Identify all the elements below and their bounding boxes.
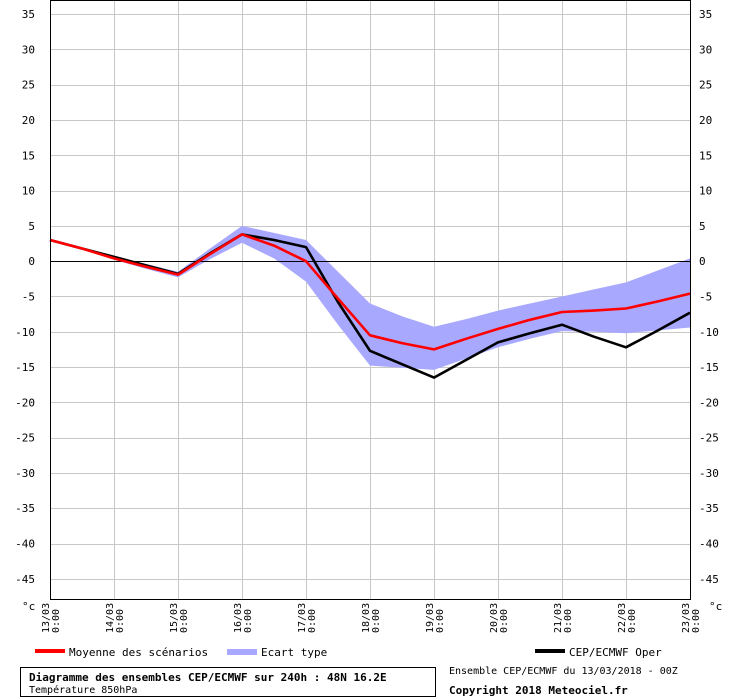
x-tick-time: 0:00 [307,609,318,633]
y-tick-label-right: 20 [699,114,712,127]
y-tick-label-left: -15 [15,361,35,374]
x-tick-label: 21/03 0:00 [553,603,574,633]
x-tick-time: 0:00 [51,609,62,633]
y-tick-label-left: -35 [15,502,35,515]
copyright: Copyright 2018 Meteociel.fr [449,684,628,697]
x-tick-time: 0:00 [115,609,126,633]
x-tick-date: 22/03 [617,603,628,633]
x-tick-date: 21/03 [553,603,564,633]
x-tick-label: 14/03 0:00 [105,603,126,633]
y-tick-label-left: 25 [22,79,35,92]
y-tick-label-left: -30 [15,467,35,480]
x-tick-label: 23/03 0:00 [681,603,702,633]
y-tick-label-left: -25 [15,432,35,445]
x-tick-label: 15/03 0:00 [169,603,190,633]
title-box: Diagramme des ensembles CEP/ECMWF sur 24… [20,667,436,697]
x-tick-label: 13/03 0:00 [41,603,62,633]
chart-subtitle: Température 850hPa [29,685,138,696]
x-tick-time: 0:00 [627,609,638,633]
x-tick-date: 19/03 [425,603,436,633]
legend-label: Ecart type [261,646,327,659]
legend-swatch-line [35,649,65,653]
y-tick-label-left: -40 [15,538,35,551]
y-tick-label-left: -45 [15,573,35,586]
plot-frame [50,0,691,600]
unit-label-right: °c [709,600,722,613]
y-tick-label-right: -40 [699,538,719,551]
y-tick-label-left: -5 [22,290,35,303]
y-tick-label-right: -25 [699,432,719,445]
y-tick-label-right: -30 [699,467,719,480]
y-tick-label-right: -35 [699,502,719,515]
x-tick-time: 0:00 [563,609,574,633]
series-layer [49,233,691,379]
y-tick-label-left: 5 [28,220,35,233]
y-tick-label-left: 20 [22,114,35,127]
y-tick-label-right: 0 [699,255,706,268]
legend-swatch-band [227,649,257,655]
y-tick-label-left: -10 [15,326,35,339]
x-tick-label: 19/03 0:00 [425,603,446,633]
x-tick-date: 15/03 [169,603,180,633]
y-tick-label-right: -20 [699,396,719,409]
y-tick-label-left: 35 [22,8,35,21]
x-tick-label: 18/03 0:00 [361,603,382,633]
y-tick-label-right: 10 [699,185,712,198]
x-tick-date: 23/03 [681,603,692,633]
y-tick-label-right: 35 [699,8,712,21]
y-axis-right: 35 30 25 20 15 10 5 0 -5 -10 -15 -20 -25 -30 -35 -40 -45 [699,8,719,586]
x-tick-date: 16/03 [233,603,244,633]
run-info: Ensemble CEP/ECMWF du 13/03/2018 - 00Z [449,666,678,677]
x-tick-date: 14/03 [105,603,116,633]
legend-label: Moyenne des scénarios [69,646,208,659]
y-axis-left: 35 30 25 20 15 10 5 0 -5 -10 -15 -20 -25 -30 -35 -40 -45 [15,8,35,586]
x-tick-label: 22/03 0:00 [617,603,638,633]
y-tick-label-right: 25 [699,79,712,92]
unit-label-left: °c [22,600,35,613]
chart-title: Diagramme des ensembles CEP/ECMWF sur 24… [29,671,387,684]
x-tick-date: 20/03 [489,603,500,633]
y-tick-label-left: 10 [22,185,35,198]
x-tick-time: 0:00 [243,609,254,633]
x-tick-label: 17/03 0:00 [297,603,318,633]
y-tick-label-right: -45 [699,573,719,586]
x-tick-time: 0:00 [179,609,190,633]
x-tick-date: 18/03 [361,603,372,633]
y-tick-label-right: -15 [699,361,719,374]
legend: Moyenne des scénarios Ecart type CEP/ECMWF… [35,646,662,659]
y-tick-label-left: -20 [15,396,35,409]
x-tick-date: 13/03 [41,603,52,633]
x-tick-time: 0:00 [691,609,702,633]
x-tick-label: 20/03 0:00 [489,603,510,633]
x-axis: 13/03 0:00 14/03 0:00 15/03 0:00 16/03 0:00 17/0… [41,603,702,633]
x-tick-label: 16/03 0:00 [233,603,254,633]
y-tick-label-right: -10 [699,326,719,339]
x-tick-time: 0:00 [499,609,510,633]
y-tick-label-left: 0 [28,255,35,268]
ensemble-chart: 35 30 25 20 15 10 5 0 -5 -10 -15 -20 -25 -30 -35 -40 -45… [15,0,722,659]
x-tick-time: 0:00 [435,609,446,633]
series-line-mean [49,233,691,351]
x-tick-time: 0:00 [371,609,382,633]
y-tick-label-right: -5 [699,290,712,303]
x-tick-date: 17/03 [297,603,308,633]
y-tick-label-right: 5 [699,220,706,233]
legend-label: CEP/ECMWF Oper [569,646,662,659]
legend-swatch-line [535,649,565,653]
y-tick-label-right: 30 [699,43,712,56]
y-tick-label-left: 30 [22,43,35,56]
y-tick-label-right: 15 [699,149,712,162]
y-tick-label-left: 15 [22,149,35,162]
